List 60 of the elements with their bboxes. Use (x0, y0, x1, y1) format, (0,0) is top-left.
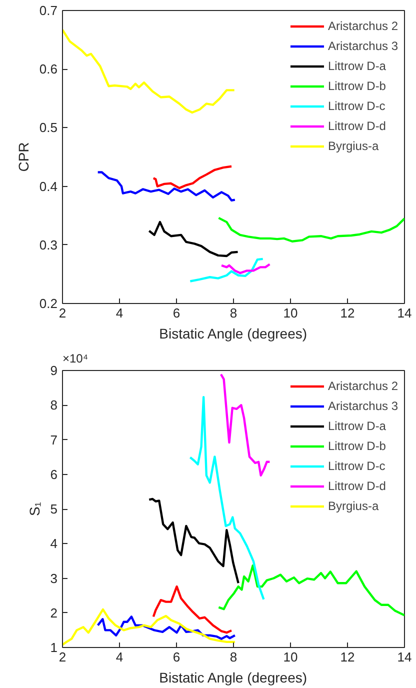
legend-label: Aristarchus 3 (328, 399, 398, 413)
x-tick-label: 8 (230, 650, 238, 664)
x-axis-title: Bistatic Angle (degrees) (159, 670, 308, 686)
line-series (148, 220, 239, 258)
y-tick-label: 0.3 (39, 237, 58, 252)
legend-label: Littrow D-a (328, 59, 386, 73)
y-tick-label: 9 (50, 363, 58, 378)
legend-label: Littrow D-b (328, 439, 386, 453)
x-axis-title: Bistatic Angle (degrees) (159, 326, 308, 342)
legend-label: Littrow D-a (328, 419, 386, 433)
x-tick-label: 12 (340, 650, 355, 664)
x-tick-label: 12 (340, 306, 355, 320)
y-tick-label: 0.4 (39, 178, 58, 194)
y-tick-label: 0.7 (39, 3, 58, 18)
y-tick-label: 7 (50, 432, 58, 448)
y-tick-label: 0.2 (39, 296, 58, 311)
y-tick-label: 5 (50, 502, 58, 516)
line-series (189, 396, 265, 600)
line-series (148, 498, 240, 584)
y-tick-label: 4 (50, 536, 58, 552)
x-tick-label: 8 (230, 306, 238, 320)
y-axis-title: S₁ (26, 502, 42, 516)
line-series (62, 608, 236, 646)
line-series (220, 263, 271, 274)
line-series (96, 616, 236, 640)
x-tick-label: 14 (397, 306, 412, 320)
line-series (96, 171, 236, 202)
y-tick-label: 0.5 (39, 120, 58, 136)
legend-label: Byrgius-a (328, 499, 379, 513)
legend-label: Littrow D-d (328, 119, 386, 133)
legend-label: Littrow D-c (328, 99, 386, 113)
x-tick-label: 14 (397, 650, 412, 664)
x-tick-label: 4 (116, 306, 124, 320)
y-tick-label: 2 (50, 605, 58, 620)
x-tick-label: 10 (283, 306, 298, 320)
y-tick-label: 0.6 (39, 62, 58, 77)
x-tick-label: 6 (172, 650, 180, 664)
line-series (152, 165, 233, 190)
y-tick-label: 8 (50, 398, 58, 413)
line-series (152, 585, 233, 634)
x-tick-label: 10 (283, 650, 298, 664)
legend-label: Aristarchus 3 (328, 39, 398, 53)
y-tick-label: 1 (50, 640, 58, 655)
legend-label: Aristarchus 2 (328, 379, 398, 393)
line-series (218, 216, 404, 242)
line-series (189, 258, 264, 282)
line-series (62, 28, 236, 114)
text: ×10⁴ (62, 352, 88, 366)
legend-label: Littrow D-d (328, 479, 386, 493)
legend-label: Littrow D-c (328, 459, 386, 473)
line-series (220, 373, 271, 477)
y-tick-label: 6 (50, 466, 58, 482)
y-axis-title: CPR (15, 142, 32, 172)
line-series (218, 564, 404, 616)
legend-label: Byrgius-a (328, 139, 379, 153)
y-tick-label: 3 (50, 570, 58, 586)
x-tick-label: 4 (116, 650, 124, 664)
legend-label: Aristarchus 2 (328, 19, 398, 33)
legend-label: Littrow D-b (328, 79, 386, 93)
x-tick-label: 6 (172, 306, 180, 320)
